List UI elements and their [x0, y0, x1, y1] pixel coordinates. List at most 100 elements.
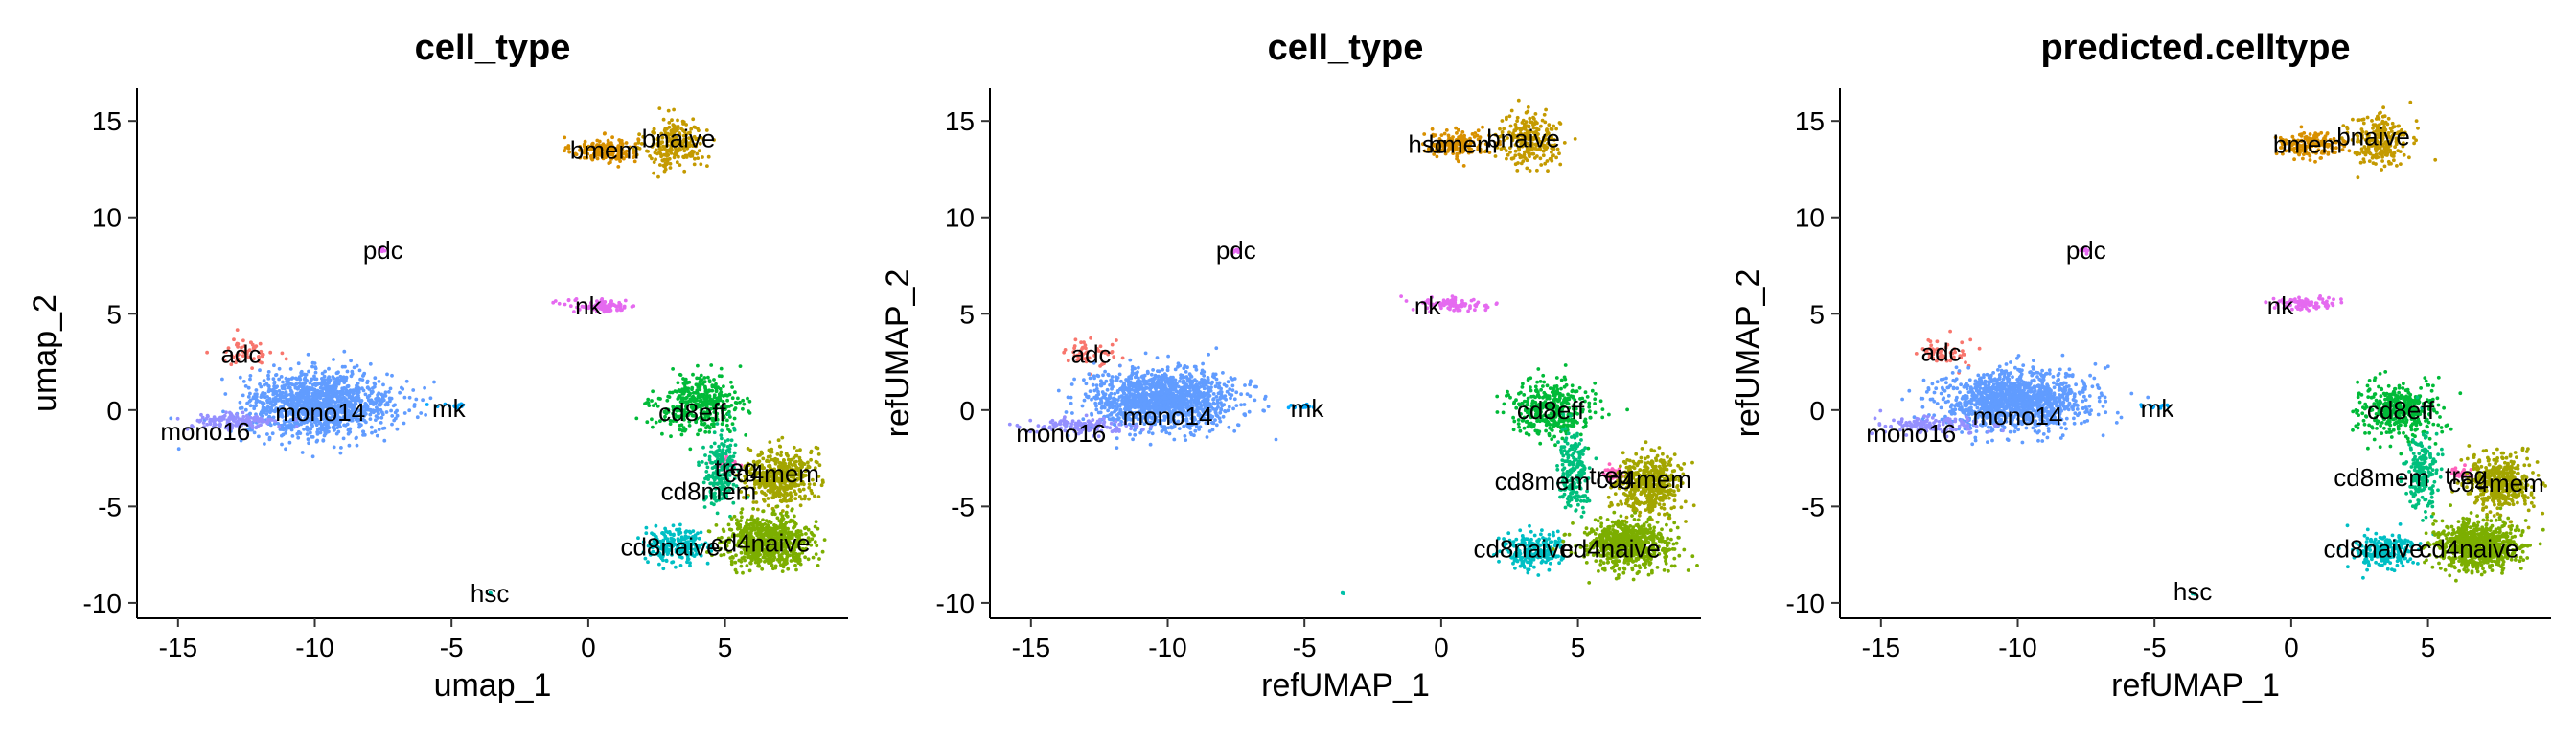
point: [1506, 153, 1510, 157]
point: [813, 495, 816, 498]
point: [264, 395, 267, 399]
point: [356, 391, 360, 395]
point: [1275, 438, 1278, 442]
point: [284, 383, 288, 387]
point: [341, 365, 345, 369]
point: [414, 398, 418, 402]
point: [779, 453, 783, 457]
point: [370, 426, 374, 429]
point: [674, 566, 678, 569]
point: [645, 420, 649, 424]
point: [771, 512, 775, 516]
point: [388, 397, 392, 401]
point: [1472, 298, 1476, 302]
point: [674, 389, 678, 393]
point: [331, 391, 334, 395]
point: [248, 392, 252, 396]
point: [271, 431, 275, 435]
panel-title: cell_type: [415, 28, 571, 68]
point: [749, 562, 753, 566]
point: [1070, 382, 1074, 386]
cluster-label-nk: nk: [575, 291, 602, 320]
point: [678, 388, 681, 392]
point: [772, 491, 776, 495]
point: [678, 523, 682, 527]
point: [668, 157, 672, 161]
point: [729, 381, 733, 384]
point: [347, 428, 351, 432]
point: [259, 385, 263, 389]
point: [693, 163, 697, 167]
point: [405, 380, 409, 383]
point: [756, 508, 760, 512]
point: [724, 393, 728, 397]
point: [281, 384, 285, 388]
point: [738, 523, 742, 527]
point: [727, 523, 731, 527]
point: [790, 495, 794, 498]
point: [413, 403, 417, 406]
point: [761, 518, 765, 521]
point: [343, 387, 347, 391]
point: [323, 431, 327, 435]
point: [783, 496, 787, 499]
point: [779, 451, 783, 454]
point: [713, 430, 717, 434]
point: [731, 396, 735, 400]
x-tick-label: -15: [159, 633, 197, 662]
points-layer: [1008, 99, 1699, 595]
point: [792, 519, 795, 522]
point: [402, 422, 406, 426]
point: [662, 153, 666, 157]
point: [703, 505, 707, 509]
point: [720, 393, 724, 397]
point: [380, 410, 384, 414]
point: [290, 390, 294, 394]
point: [668, 391, 672, 395]
point: [719, 387, 723, 391]
point: [355, 436, 358, 440]
point: [239, 401, 242, 405]
point: [376, 393, 380, 397]
cluster-label-mk: mk: [432, 394, 467, 423]
point: [691, 117, 695, 121]
point: [1508, 114, 1512, 118]
point: [1521, 159, 1525, 163]
point: [770, 564, 774, 567]
point: [821, 480, 825, 484]
point: [794, 497, 797, 500]
point: [751, 507, 755, 511]
point: [794, 522, 798, 526]
point: [401, 387, 404, 391]
point: [745, 521, 748, 525]
point: [740, 560, 744, 564]
point: [783, 559, 787, 563]
point: [652, 172, 656, 175]
point: [776, 452, 780, 456]
point: [257, 435, 261, 439]
point: [763, 499, 767, 503]
point: [730, 404, 734, 407]
point: [1551, 154, 1554, 158]
point: [252, 395, 256, 399]
point: [315, 378, 319, 382]
point: [776, 558, 780, 562]
point: [733, 417, 737, 421]
point: [784, 521, 788, 525]
point: [309, 431, 312, 435]
point: [339, 446, 343, 450]
point: [268, 397, 272, 401]
point: [767, 504, 770, 508]
point: [1168, 432, 1172, 436]
point: [259, 412, 263, 416]
point: [311, 454, 315, 458]
point: [390, 423, 394, 427]
point: [285, 358, 288, 361]
point: [708, 380, 712, 383]
point: [287, 380, 290, 383]
point: [683, 429, 687, 433]
x-axis-label: umap_1: [434, 667, 552, 704]
cluster-label-cd8eff: cd8eff: [658, 398, 726, 427]
point: [274, 373, 278, 377]
